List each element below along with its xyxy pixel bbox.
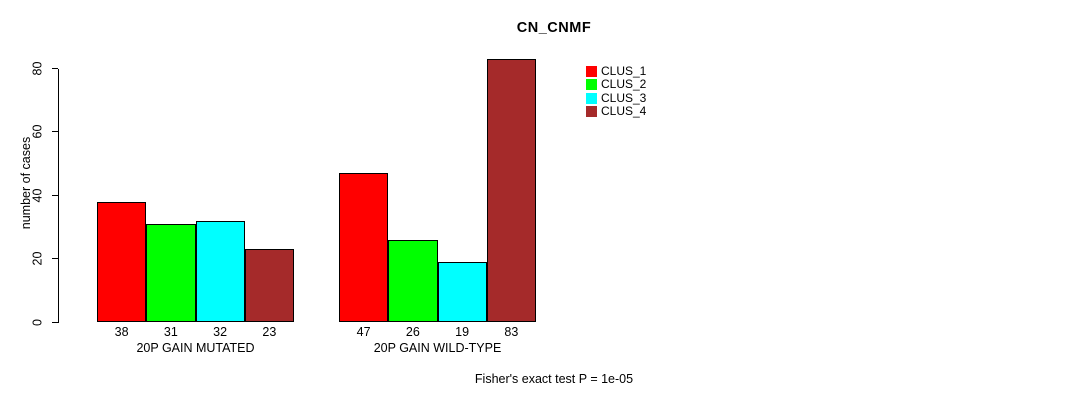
bar-value-label: 47 bbox=[356, 325, 371, 339]
fisher-test-annotation: Fisher's exact test P = 1e-05 bbox=[474, 372, 634, 386]
bar-clus_1-1 bbox=[97, 201, 147, 322]
legend-label-clus_2: CLUS_2 bbox=[601, 77, 647, 92]
bar-value-label: 23 bbox=[262, 325, 277, 339]
y-tick-label: 40 bbox=[30, 188, 45, 203]
legend-swatch-clus_3 bbox=[586, 92, 597, 104]
y-tick-label: 60 bbox=[30, 124, 45, 139]
bar-clus_3-2 bbox=[437, 261, 487, 322]
bar-value-label: 31 bbox=[163, 325, 178, 339]
y-tick bbox=[52, 258, 58, 260]
y-tick-label: 80 bbox=[30, 61, 45, 76]
legend-swatch-clus_1 bbox=[586, 66, 597, 77]
group-label: 20P GAIN WILD-TYPE bbox=[373, 341, 502, 355]
y-tick bbox=[52, 131, 58, 133]
legend-swatch-clus_2 bbox=[586, 79, 597, 91]
y-tick bbox=[52, 321, 58, 323]
bar-clus_3-1 bbox=[195, 220, 245, 322]
bar-clus_4-1 bbox=[244, 249, 294, 322]
y-tick-label: 0 bbox=[30, 318, 45, 326]
y-axis-line bbox=[58, 68, 59, 323]
bar-clus_2-2 bbox=[388, 239, 438, 322]
bar-value-label: 26 bbox=[405, 325, 420, 339]
y-tick-label: 20 bbox=[30, 251, 45, 266]
y-tick bbox=[52, 194, 58, 196]
bar-clus_2-1 bbox=[146, 223, 196, 322]
y-tick bbox=[52, 68, 58, 69]
bar-value-label: 32 bbox=[213, 325, 228, 339]
bar-clus_1-2 bbox=[339, 173, 389, 322]
legend-label-clus_4: CLUS_4 bbox=[601, 103, 647, 118]
legend-label-clus_3: CLUS_3 bbox=[601, 90, 647, 105]
legend-label-clus_1: CLUS_1 bbox=[601, 64, 647, 78]
bar-value-label: 19 bbox=[455, 325, 470, 339]
legend-swatch-clus_4 bbox=[586, 105, 597, 117]
bar-value-label: 83 bbox=[504, 325, 519, 339]
chart-title: CN_CNMF bbox=[516, 20, 592, 36]
group-label: 20P GAIN MUTATED bbox=[136, 341, 255, 355]
bar-value-label: 38 bbox=[114, 325, 129, 339]
bar-clus_4-2 bbox=[486, 58, 536, 322]
